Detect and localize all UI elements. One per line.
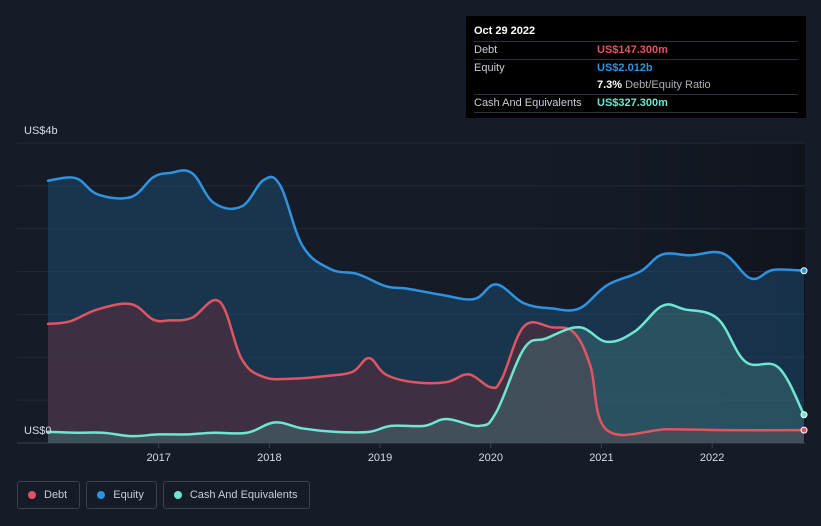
tooltip-ratio-text: Debt/Equity Ratio — [625, 79, 711, 91]
cash-and-equivalents-end-marker — [800, 411, 808, 419]
tooltip-cash-value: US$327.300m — [597, 97, 668, 109]
series-lines — [46, 169, 806, 438]
tooltip-cash-label: Cash And Equivalents — [474, 97, 582, 109]
tooltip-debt-value: US$147.300m — [597, 44, 668, 56]
tooltip-ratio: 7.3% Debt/Equity Ratio — [597, 77, 711, 94]
tooltip-equity-row: Equity US$2.012b — [474, 60, 798, 77]
tooltip-date: Oct 29 2022 — [474, 24, 798, 42]
x-tick-label: 2019 — [368, 452, 392, 464]
cash-and-equivalents-line — [46, 303, 806, 438]
series-areas — [48, 170, 804, 443]
x-tick-label: 2020 — [479, 452, 503, 464]
legend-toggle-equity[interactable]: Equity — [86, 481, 157, 509]
legend-toggle-cash[interactable]: Cash And Equivalents — [162, 481, 311, 509]
legend-debt-label: Debt — [44, 489, 68, 501]
debt-end-marker — [800, 426, 808, 434]
tooltip-panel: Oct 29 2022 Debt US$147.300m Equity US$2… — [466, 16, 806, 118]
cash-and-equivalents-area — [48, 304, 804, 443]
tooltip-debt-label: Debt — [474, 44, 498, 56]
tooltip-debt-row: Debt US$147.300m — [474, 42, 798, 60]
debt-area — [48, 299, 804, 443]
x-tick-label: 2022 — [700, 452, 724, 464]
equity-line — [46, 169, 806, 312]
legend-equity-label: Equity — [113, 489, 144, 501]
debt-line — [46, 298, 806, 437]
chart-legend: Debt Equity Cash And Equivalents — [17, 481, 311, 509]
x-tick-label: 2021 — [589, 452, 613, 464]
y-axis-bottom-label: US$0 — [24, 425, 52, 437]
y-axis-top-label: US$4b — [24, 125, 58, 137]
equity-dot-icon — [97, 491, 106, 499]
tooltip-ratio-percent: 7.3% — [597, 79, 623, 91]
series-end-markers — [800, 267, 808, 434]
legend-cash-label: Cash And Equivalents — [189, 489, 298, 501]
x-tick-label: 2018 — [257, 452, 281, 464]
tooltip-ratio-row: 7.3% Debt/Equity Ratio — [474, 77, 798, 95]
cash-dot-icon — [173, 491, 182, 499]
debt-dot-icon — [28, 491, 36, 499]
legend-toggle-debt[interactable]: Debt — [17, 481, 81, 509]
tooltip-equity-value: US$2.012b — [597, 62, 653, 74]
x-tick-label: 2017 — [146, 452, 170, 464]
x-axis-ticks: 2017 2018 2019 2020 2021 2022 — [146, 443, 724, 464]
tooltip-cash-row: Cash And Equivalents US$327.300m — [474, 95, 798, 113]
equity-end-marker — [800, 267, 808, 275]
tooltip-equity-label: Equity — [474, 62, 505, 74]
